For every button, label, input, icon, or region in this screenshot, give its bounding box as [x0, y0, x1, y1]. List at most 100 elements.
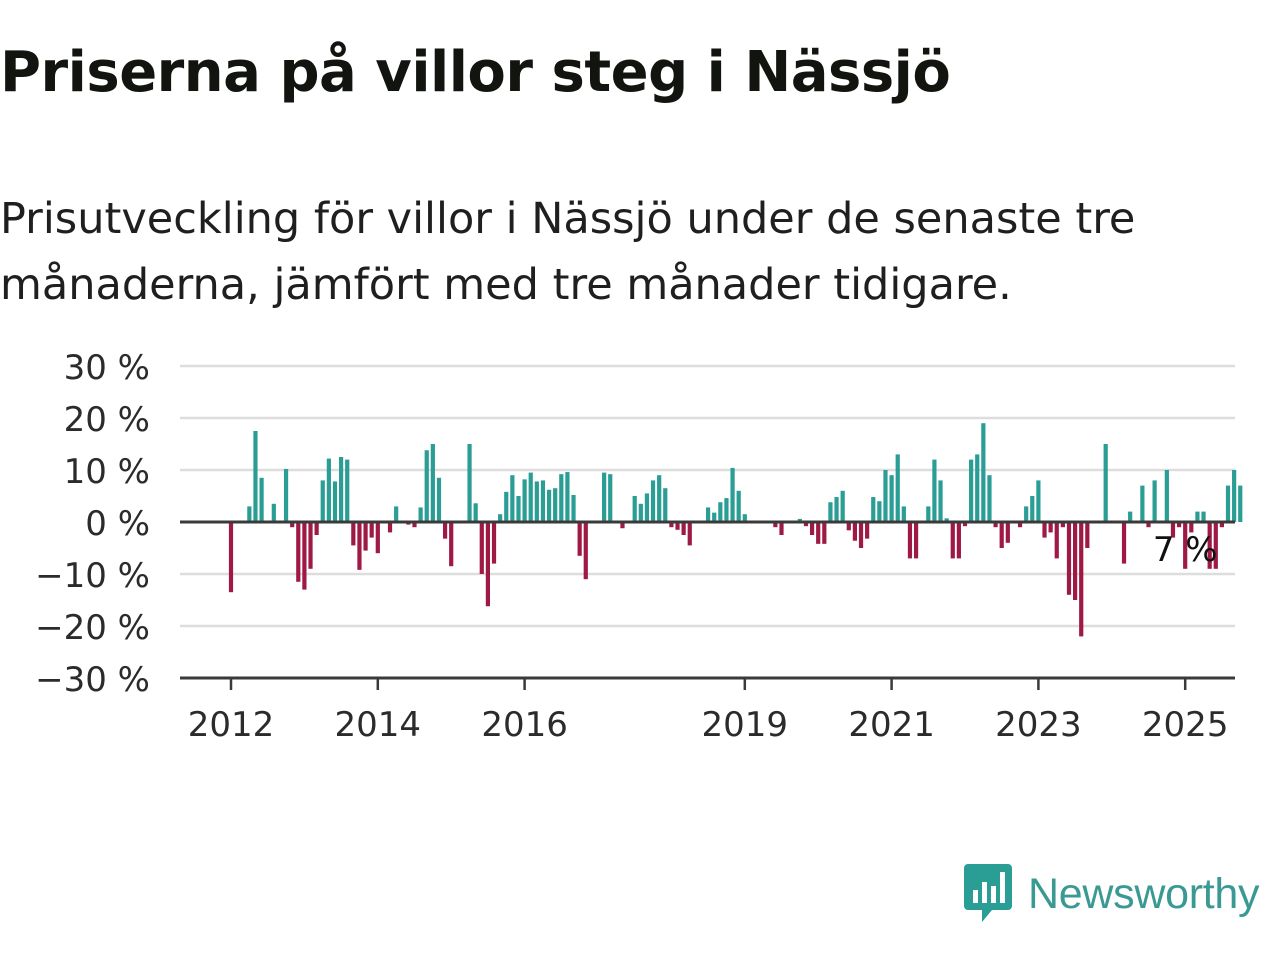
bar	[290, 522, 295, 528]
bar	[424, 450, 429, 522]
bar	[1060, 522, 1065, 528]
brand-logo: Newsworthy	[962, 862, 1259, 926]
bar	[320, 480, 325, 522]
bar	[712, 512, 717, 522]
bar	[865, 522, 870, 539]
bar	[840, 490, 845, 522]
bar	[962, 522, 968, 527]
bar	[895, 454, 900, 522]
bar	[602, 472, 607, 522]
bar	[271, 503, 276, 522]
bar	[663, 488, 668, 522]
bar	[822, 522, 827, 544]
bar-chart-bubble-icon	[964, 864, 1012, 922]
bar	[608, 474, 613, 522]
y-tick-label: −20 %	[35, 608, 150, 648]
bar	[302, 522, 307, 590]
y-tick-label: −30 %	[35, 660, 150, 700]
bar	[981, 423, 986, 522]
bar	[1024, 506, 1029, 522]
bar	[638, 503, 643, 522]
bar	[675, 522, 680, 530]
bar	[846, 522, 851, 531]
bar	[1164, 470, 1169, 522]
bar	[938, 480, 943, 522]
bar	[351, 522, 356, 546]
bar	[809, 522, 815, 535]
bar	[883, 470, 888, 522]
bar	[553, 488, 558, 522]
bar	[620, 522, 625, 529]
bar	[718, 502, 723, 522]
chart-subtitle: Prisutveckling för villor i Nässjö under…	[0, 194, 1136, 310]
bar	[1005, 522, 1010, 543]
bar	[253, 431, 258, 522]
bar	[516, 496, 521, 522]
bar	[644, 493, 650, 522]
bar	[339, 457, 344, 522]
bar	[522, 479, 527, 522]
bar	[449, 522, 454, 567]
x-tick-label: 2023	[995, 705, 1082, 745]
bar	[1213, 522, 1218, 569]
bar	[913, 522, 919, 559]
bar	[975, 454, 980, 522]
bar	[889, 475, 894, 522]
bar	[546, 489, 552, 522]
bar	[950, 522, 955, 559]
bar	[498, 514, 503, 522]
bar	[571, 494, 576, 522]
bar	[852, 522, 857, 541]
bar	[1128, 511, 1133, 522]
bar	[1201, 511, 1206, 522]
bar	[1073, 522, 1078, 600]
x-tick-label: 2021	[848, 705, 935, 745]
bar	[1042, 522, 1047, 538]
bar	[308, 522, 313, 569]
data-label: 7 %	[1153, 530, 1218, 570]
bar	[559, 474, 564, 522]
bar	[926, 506, 931, 522]
x-tick-label: 2014	[335, 705, 422, 745]
bar	[418, 507, 423, 522]
chart-title: Priserna på villor steg i Nässjö	[0, 40, 951, 105]
bar	[412, 522, 417, 528]
bar	[357, 522, 362, 570]
bar	[956, 522, 961, 559]
bar	[834, 497, 839, 522]
bar	[369, 522, 374, 538]
bar	[1085, 522, 1090, 548]
bar	[565, 472, 570, 522]
bar	[687, 522, 692, 546]
bar	[736, 490, 741, 522]
bar	[681, 522, 686, 535]
y-tick-label: 30 %	[64, 348, 150, 388]
bar	[540, 480, 546, 522]
bar	[1121, 522, 1127, 564]
bar	[1152, 480, 1157, 522]
bar	[877, 501, 882, 522]
bar	[779, 522, 784, 535]
bar	[1176, 522, 1182, 528]
bar	[577, 522, 582, 556]
bar	[1140, 485, 1145, 522]
bar	[436, 477, 442, 522]
bar	[932, 459, 937, 522]
bar	[1225, 485, 1231, 522]
bar	[228, 522, 234, 593]
bar	[730, 467, 735, 522]
bar	[724, 498, 729, 522]
x-tick-label: 2012	[188, 705, 275, 745]
bar	[803, 522, 809, 527]
bar	[387, 522, 393, 533]
bar	[1238, 485, 1243, 522]
bar	[314, 522, 319, 535]
bar	[1030, 496, 1035, 522]
bar	[816, 522, 821, 544]
y-tick-label: 0 %	[85, 504, 150, 544]
bar	[394, 506, 399, 522]
bar	[534, 481, 539, 522]
bar	[1189, 522, 1194, 533]
bar	[1079, 522, 1084, 637]
bar	[1146, 522, 1151, 528]
